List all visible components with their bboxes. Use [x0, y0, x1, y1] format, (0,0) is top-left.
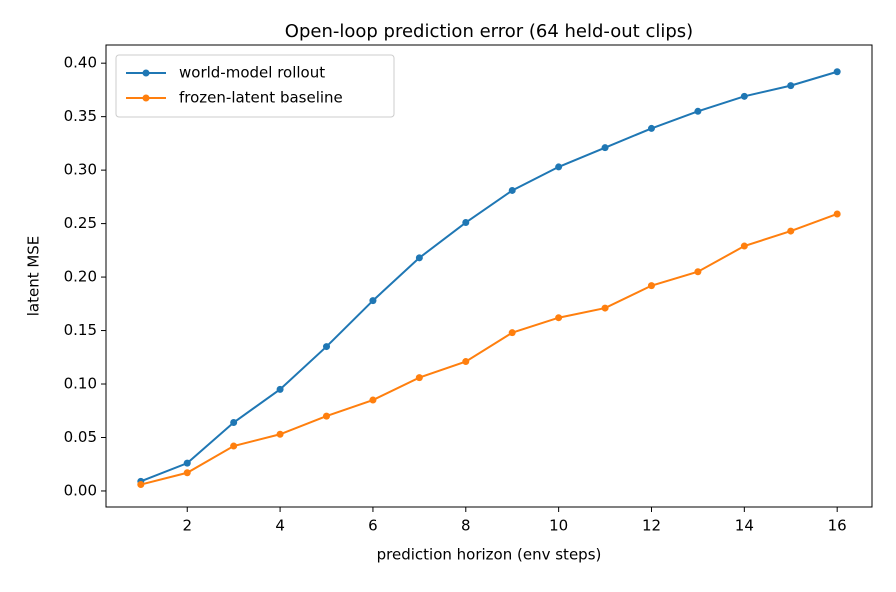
y-tick-label: 0.40 — [64, 54, 97, 72]
data-point — [601, 304, 609, 312]
y-axis-label: latent MSE — [25, 236, 43, 317]
data-point — [183, 469, 191, 477]
data-point — [508, 186, 516, 194]
y-tick-label: 0.10 — [64, 375, 97, 393]
y-tick-label: 0.15 — [64, 321, 97, 339]
y-tick-label: 0.00 — [64, 481, 97, 499]
data-point — [183, 459, 191, 467]
data-point — [415, 254, 423, 262]
series-line — [140, 213, 838, 486]
plot-frame — [105, 44, 873, 508]
x-tick-label: 10 — [549, 517, 568, 535]
y-tick-label: 0.25 — [64, 214, 97, 232]
y-tick-label: 0.05 — [64, 428, 97, 446]
data-point — [230, 442, 238, 450]
legend-label: frozen-latent baseline — [179, 89, 343, 107]
data-point — [462, 358, 470, 366]
data-point — [276, 385, 284, 393]
data-point — [647, 282, 655, 290]
data-point — [740, 92, 748, 100]
data-point — [694, 107, 702, 115]
data-point — [462, 219, 470, 227]
series-line — [140, 70, 838, 483]
data-point — [601, 144, 609, 152]
data-point — [323, 343, 331, 351]
data-point — [555, 314, 563, 322]
legend-marker — [142, 94, 150, 102]
data-point — [276, 430, 284, 438]
data-point — [694, 268, 702, 276]
data-point — [787, 82, 795, 90]
x-tick-label: 8 — [461, 517, 471, 535]
x-tick-label: 2 — [182, 517, 192, 535]
data-point — [230, 419, 238, 427]
legend-marker — [142, 69, 150, 77]
x-tick-label: 16 — [828, 517, 847, 535]
y-tick-label: 0.20 — [64, 268, 97, 286]
data-point — [369, 396, 377, 404]
data-point — [787, 227, 795, 235]
data-point — [647, 124, 655, 132]
data-point — [740, 242, 748, 250]
data-point — [833, 68, 841, 76]
x-tick-label: 4 — [275, 517, 285, 535]
data-point — [508, 329, 516, 337]
legend-label: world-model rollout — [179, 64, 325, 82]
y-tick-label: 0.30 — [64, 161, 97, 179]
legend-box — [115, 54, 395, 118]
data-point — [415, 374, 423, 382]
y-tick-label: 0.35 — [64, 107, 97, 125]
data-point — [323, 412, 331, 420]
x-tick-label: 6 — [368, 517, 378, 535]
data-point — [555, 163, 563, 171]
x-tick-label: 14 — [735, 517, 754, 535]
data-point — [369, 297, 377, 305]
x-tick-label: 12 — [642, 517, 661, 535]
x-axis-label: prediction horizon (env steps) — [377, 546, 602, 564]
data-point — [833, 210, 841, 218]
data-point — [137, 481, 145, 489]
chart-title: Open-loop prediction error (64 held-out … — [285, 21, 693, 42]
